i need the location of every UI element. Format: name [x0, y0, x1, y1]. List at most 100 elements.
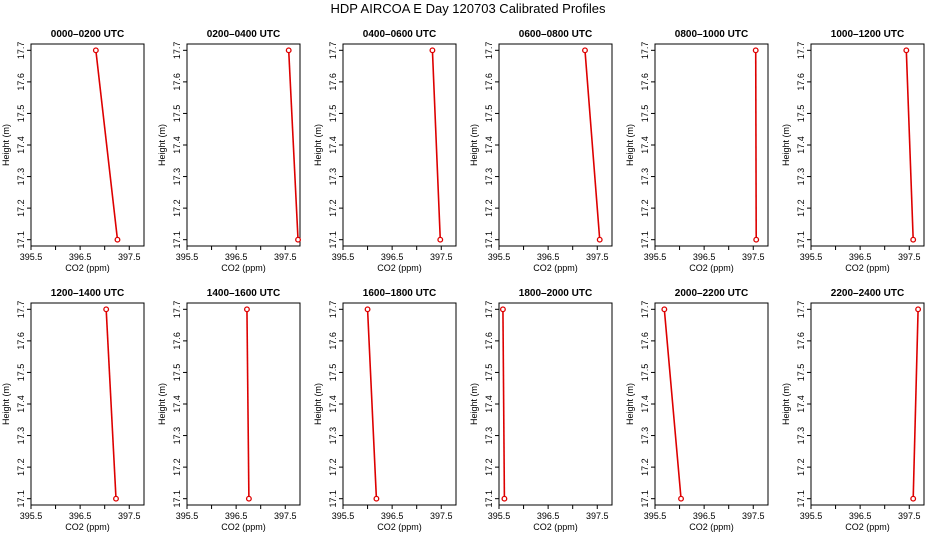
- panel-7: 1200–1400 UTC 395.5 396.5 397.5 CO2 (ppm) 17.…: [1, 288, 145, 532]
- y-tick-label: 17.4: [16, 136, 26, 154]
- y-tick-label: 17.6: [796, 332, 806, 350]
- plot-frame: [186, 43, 301, 247]
- y-tick-label: 17.3: [796, 168, 806, 186]
- y-tick-label: 17.5: [172, 364, 182, 382]
- y-tick-label: 17.5: [796, 364, 806, 382]
- plot-frame: [498, 43, 613, 247]
- plot-frame: [30, 302, 145, 506]
- y-tick-label: 17.1: [328, 490, 338, 508]
- data-point: [429, 47, 436, 54]
- x-tick-label: 395.5: [800, 511, 823, 521]
- profile-line: [431, 50, 442, 240]
- y-tick-label: 17.6: [172, 332, 182, 350]
- y-tick-label: 17.2: [640, 458, 650, 476]
- y-tick-label: 17.2: [328, 199, 338, 217]
- x-axis-label: CO2 (ppm): [533, 522, 578, 532]
- profile-line: [663, 309, 682, 499]
- x-tick-label: 397.5: [742, 511, 765, 521]
- plot-frame: [498, 302, 613, 506]
- y-tick-label: 17.5: [16, 105, 26, 123]
- y-tick-label: 17.1: [484, 490, 494, 508]
- x-tick-label: 396.5: [693, 252, 716, 262]
- y-tick-label: 17.1: [172, 490, 182, 508]
- x-tick-label: 396.5: [225, 511, 248, 521]
- panel-5: 0800–1000 UTC 395.5 396.5 397.5 CO2 (ppm) 17.…: [625, 29, 769, 273]
- panel-title: 1200–1400 UTC: [51, 288, 124, 299]
- y-tick-label: 17.4: [16, 395, 26, 413]
- y-tick-label: 17.7: [328, 301, 338, 319]
- plot-frame: [342, 302, 457, 506]
- data-point: [114, 236, 121, 243]
- y-axis-label: Height (m): [625, 124, 635, 166]
- y-axis-label: Height (m): [313, 124, 323, 166]
- y-tick-label: 17.1: [796, 490, 806, 508]
- y-tick-label: 17.2: [796, 199, 806, 217]
- data-point: [915, 306, 922, 313]
- y-tick-label: 17.1: [16, 490, 26, 508]
- data-point: [364, 306, 371, 313]
- y-tick-label: 17.5: [484, 105, 494, 123]
- panel-1: 0000–0200 UTC 395.5 396.5 397.5 CO2 (ppm) 17.…: [1, 29, 145, 273]
- x-tick-label: 395.5: [176, 252, 199, 262]
- y-tick-label: 17.4: [640, 136, 650, 154]
- data-point: [295, 236, 301, 243]
- data-point: [910, 495, 917, 502]
- y-tick-label: 17.7: [640, 301, 650, 319]
- y-tick-label: 17.6: [328, 73, 338, 91]
- y-tick-label: 17.7: [796, 42, 806, 60]
- x-axis-label: CO2 (ppm): [845, 263, 890, 273]
- y-tick-label: 17.4: [328, 395, 338, 413]
- panel-title: 1800–2000 UTC: [519, 288, 592, 299]
- y-tick-label: 17.4: [172, 136, 182, 154]
- x-tick-label: 397.5: [274, 511, 297, 521]
- panel-8: 1400–1600 UTC 395.5 396.5 397.5 CO2 (ppm) 17.…: [157, 288, 301, 532]
- y-tick-label: 17.7: [640, 42, 650, 60]
- panel-4: 0600–0800 UTC 395.5 396.5 397.5 CO2 (ppm) 17.…: [469, 29, 613, 273]
- x-axis-label: CO2 (ppm): [377, 263, 422, 273]
- plot-frame: [810, 302, 925, 506]
- panel-title: 1400–1600 UTC: [207, 288, 280, 299]
- profile-line: [246, 309, 250, 499]
- y-axis-label: Height (m): [781, 124, 791, 166]
- y-axis-label: Height (m): [157, 383, 167, 425]
- x-tick-label: 397.5: [430, 252, 453, 262]
- panel-title: 2000–2200 UTC: [675, 288, 748, 299]
- x-tick-label: 397.5: [898, 511, 921, 521]
- y-tick-label: 17.1: [640, 490, 650, 508]
- profile-line: [366, 309, 378, 499]
- panel-10: 1800–2000 UTC 395.5 396.5 397.5 CO2 (ppm) 17.…: [469, 288, 613, 532]
- panel-9: 1600–1800 UTC 395.5 396.5 397.5 CO2 (ppm) 17.…: [313, 288, 457, 532]
- panel-6: 1000–1200 UTC 395.5 396.5 397.5 CO2 (ppm) 17.…: [781, 29, 925, 273]
- data-point: [678, 495, 684, 502]
- x-tick-label: 396.5: [381, 511, 404, 521]
- data-point: [113, 495, 119, 502]
- x-axis-label: CO2 (ppm): [221, 522, 266, 532]
- y-axis-label: Height (m): [781, 383, 791, 425]
- panel-title: 0000–0200 UTC: [51, 29, 124, 40]
- data-point: [499, 306, 506, 313]
- data-point: [285, 47, 292, 54]
- data-point: [501, 495, 508, 502]
- x-axis-label: CO2 (ppm): [845, 522, 890, 532]
- x-tick-label: 396.5: [849, 511, 872, 521]
- y-axis-label: Height (m): [1, 383, 11, 425]
- y-tick-label: 17.4: [796, 395, 806, 413]
- y-tick-label: 17.2: [328, 458, 338, 476]
- x-tick-label: 395.5: [332, 511, 355, 521]
- x-tick-label: 397.5: [586, 252, 609, 262]
- x-tick-label: 395.5: [644, 511, 667, 521]
- y-tick-label: 17.2: [484, 199, 494, 217]
- panel-title: 2200–2400 UTC: [831, 288, 904, 299]
- x-tick-label: 396.5: [693, 511, 716, 521]
- y-tick-label: 17.4: [796, 136, 806, 154]
- profile-line: [95, 50, 119, 240]
- x-tick-label: 395.5: [332, 252, 355, 262]
- panel-title: 0800–1000 UTC: [675, 29, 748, 40]
- data-point: [910, 236, 917, 243]
- y-tick-label: 17.1: [16, 231, 26, 249]
- y-tick-label: 17.1: [328, 231, 338, 249]
- data-point: [753, 236, 760, 243]
- x-tick-label: 397.5: [742, 252, 765, 262]
- y-tick-label: 17.2: [640, 199, 650, 217]
